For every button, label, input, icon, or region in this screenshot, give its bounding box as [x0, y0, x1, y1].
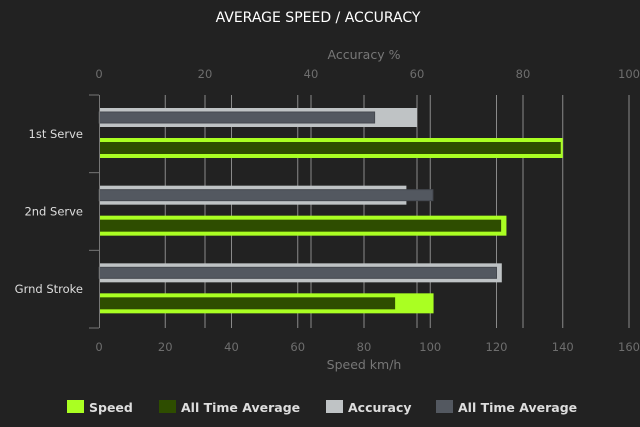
top-tick-label: 0 [95, 67, 102, 81]
category-label: 1st Serve [29, 127, 83, 141]
speed-average-bar [99, 297, 396, 310]
top-tick-label: 40 [304, 67, 319, 81]
bottom-tick-label: 100 [419, 340, 441, 354]
bottom-tick-label: 0 [95, 340, 102, 354]
accuracy-average-bar [98, 111, 376, 124]
speed-average-bar [99, 219, 502, 232]
speed-average-bar [99, 142, 561, 154]
top-axis-label: Accuracy % [328, 47, 401, 62]
category-label: Grnd Stroke [15, 282, 83, 296]
accuracy-average-bar [98, 189, 434, 202]
bottom-tick-label: 20 [158, 340, 173, 354]
legend-accuracy-swatch [326, 400, 343, 413]
chart-title: AVERAGE SPEED / ACCURACY [216, 10, 421, 26]
legend-speed-average-swatch [159, 400, 176, 413]
top-tick-label: 20 [198, 67, 213, 81]
legend-speed-swatch [67, 400, 84, 413]
bottom-tick-label: 120 [486, 340, 508, 354]
legend-speed-average-label: All Time Average [181, 400, 300, 415]
accuracy-average-bar [98, 266, 497, 279]
legend-speed-label: Speed [89, 400, 133, 415]
legend-accuracy-average-label: All Time Average [458, 400, 577, 415]
top-tick-label: 80 [516, 67, 531, 81]
top-tick-label: 60 [410, 67, 425, 81]
bottom-tick-label: 40 [224, 340, 239, 354]
category-label: 2nd Serve [24, 205, 83, 219]
bottom-axis-label: Speed km/h [327, 357, 402, 372]
legend-accuracy-label: Accuracy [348, 400, 412, 415]
bottom-tick-label: 140 [552, 340, 574, 354]
top-tick-label: 100 [618, 67, 640, 81]
legend-accuracy-average-swatch [436, 400, 453, 413]
bottom-tick-label: 80 [357, 340, 372, 354]
bottom-tick-label: 60 [290, 340, 305, 354]
bottom-tick-label: 160 [618, 340, 640, 354]
